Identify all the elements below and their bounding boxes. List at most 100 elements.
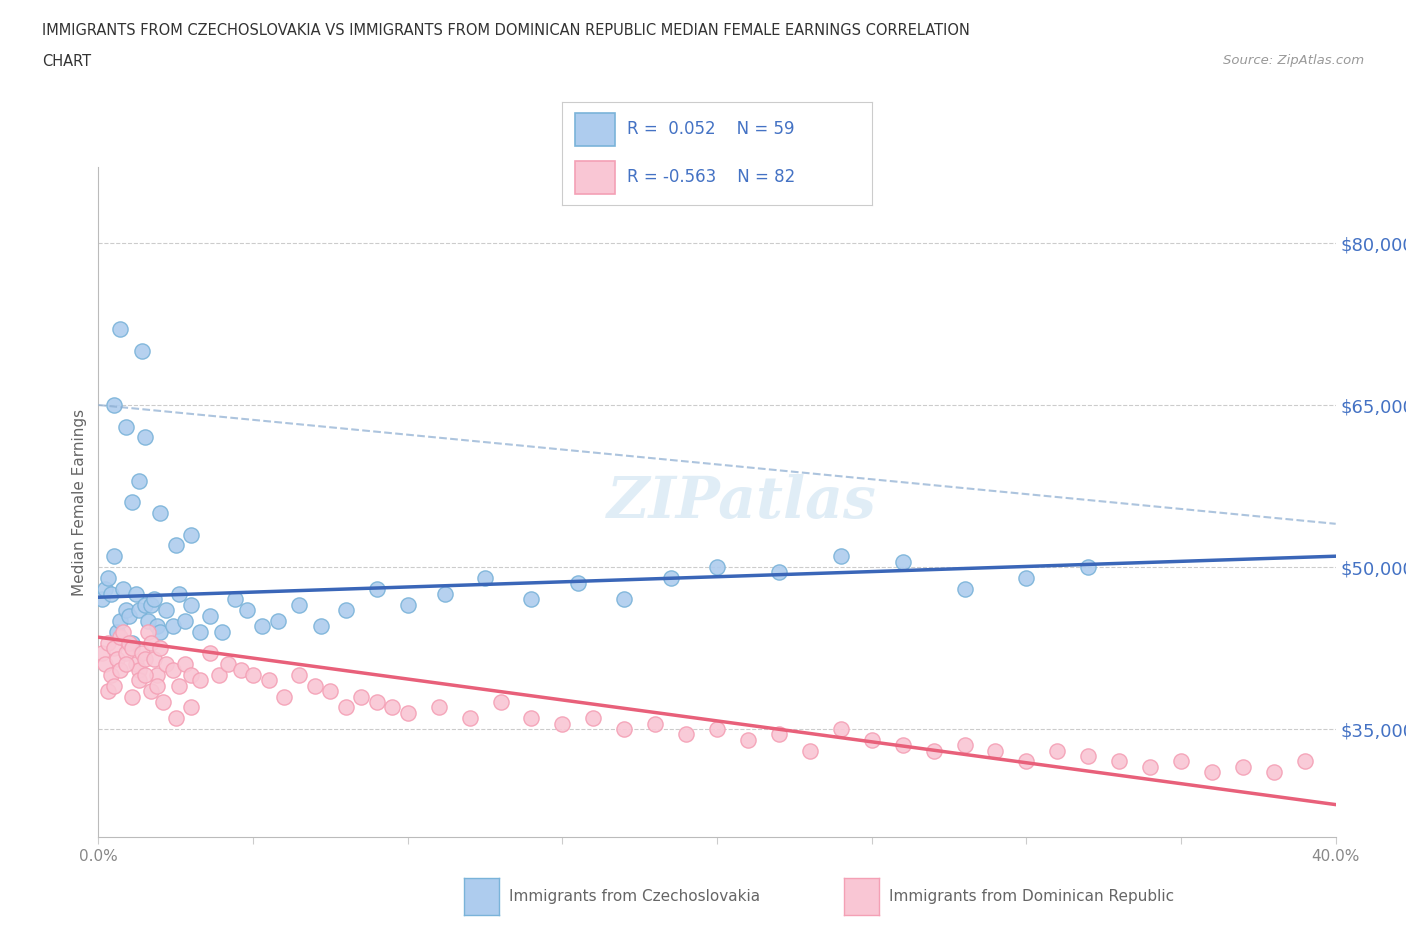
Point <box>613 592 636 607</box>
Point <box>737 732 759 747</box>
Point <box>217 657 239 671</box>
Point <box>115 657 138 671</box>
Point <box>1201 764 1223 779</box>
Point <box>112 624 135 639</box>
Point <box>427 700 450 715</box>
Bar <box>575 161 614 194</box>
Point <box>139 684 162 698</box>
Point <box>146 668 169 683</box>
Point <box>242 668 264 683</box>
Point <box>1077 560 1099 575</box>
Text: R =  0.052    N = 59: R = 0.052 N = 59 <box>627 120 794 139</box>
Point <box>396 597 419 612</box>
Point <box>97 635 120 650</box>
Point <box>128 473 150 488</box>
Point <box>105 624 128 639</box>
Point <box>1015 754 1038 769</box>
Point <box>252 619 274 634</box>
Point <box>1294 754 1316 769</box>
Point <box>984 743 1007 758</box>
Point <box>891 554 914 569</box>
Point <box>267 614 290 629</box>
Point <box>97 570 120 585</box>
Point <box>458 711 481 725</box>
Point <box>139 635 162 650</box>
Point <box>567 576 589 591</box>
Point <box>860 732 883 747</box>
Point <box>134 430 156 445</box>
Point <box>103 397 125 412</box>
Point <box>1046 743 1069 758</box>
Point <box>115 646 138 661</box>
Point <box>136 614 159 629</box>
Point <box>93 657 115 671</box>
Point <box>190 673 212 688</box>
Point <box>162 619 184 634</box>
Point <box>108 662 131 677</box>
Point <box>115 419 138 434</box>
Text: Immigrants from Czechoslovakia: Immigrants from Czechoslovakia <box>509 889 761 904</box>
Point <box>208 668 231 683</box>
Point <box>706 560 728 575</box>
Point <box>100 587 122 602</box>
Text: ZIPatlas: ZIPatlas <box>607 474 877 530</box>
Point <box>128 673 150 688</box>
Point <box>90 592 112 607</box>
Point <box>1263 764 1285 779</box>
Point <box>1108 754 1130 769</box>
Point <box>768 565 790 579</box>
Point <box>236 603 259 618</box>
Point <box>1232 760 1254 775</box>
Point <box>139 597 162 612</box>
Point <box>520 592 543 607</box>
Point <box>121 635 143 650</box>
Point <box>319 684 342 698</box>
Point <box>112 581 135 596</box>
Text: CHART: CHART <box>42 54 91 69</box>
Text: Immigrants from Dominican Republic: Immigrants from Dominican Republic <box>889 889 1174 904</box>
Point <box>1139 760 1161 775</box>
Y-axis label: Median Female Earnings: Median Female Earnings <box>72 408 87 596</box>
Point <box>706 722 728 737</box>
Point <box>131 343 153 358</box>
Bar <box>575 113 614 146</box>
Point <box>1077 749 1099 764</box>
Point <box>1015 570 1038 585</box>
Point <box>180 668 202 683</box>
Point <box>198 608 221 623</box>
Point <box>551 716 574 731</box>
Point <box>644 716 666 731</box>
Point <box>136 624 159 639</box>
Point <box>582 711 605 725</box>
Point <box>118 635 141 650</box>
Point <box>155 657 177 671</box>
Point <box>128 603 150 618</box>
Point <box>131 646 153 661</box>
Point <box>90 646 112 661</box>
Point <box>350 689 373 704</box>
Point <box>366 581 388 596</box>
Point <box>124 657 146 671</box>
Point <box>335 700 357 715</box>
Point <box>118 608 141 623</box>
Point <box>103 549 125 564</box>
Point <box>211 624 233 639</box>
Point <box>309 619 332 634</box>
Point <box>180 597 202 612</box>
Text: IMMIGRANTS FROM CZECHOSLOVAKIA VS IMMIGRANTS FROM DOMINICAN REPUBLIC MEDIAN FEMA: IMMIGRANTS FROM CZECHOSLOVAKIA VS IMMIGR… <box>42 23 970 38</box>
Point <box>224 592 246 607</box>
Point <box>124 587 146 602</box>
Point <box>953 737 976 752</box>
Point <box>165 538 187 552</box>
Point <box>335 603 357 618</box>
Point <box>366 695 388 710</box>
Point <box>190 624 212 639</box>
Point <box>103 641 125 656</box>
Point <box>162 662 184 677</box>
Point <box>103 678 125 693</box>
Point <box>659 570 682 585</box>
Point <box>273 689 295 704</box>
Point <box>97 684 120 698</box>
Text: Source: ZipAtlas.com: Source: ZipAtlas.com <box>1223 54 1364 67</box>
Point <box>146 619 169 634</box>
